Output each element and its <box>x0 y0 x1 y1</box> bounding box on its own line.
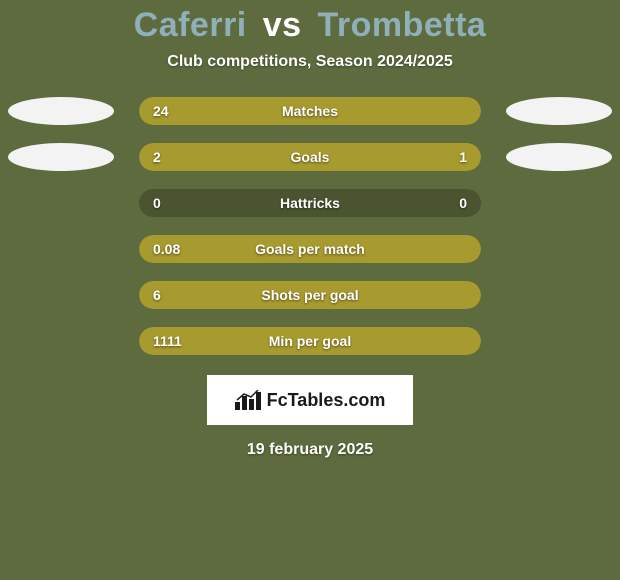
stat-value-right: 1 <box>459 143 467 171</box>
player-right-oval <box>506 143 612 171</box>
player-right-name: Trombetta <box>317 6 486 44</box>
player-left-oval <box>8 143 114 171</box>
stat-bar: 6Shots per goal <box>139 281 481 309</box>
bar-left-fill <box>139 327 481 355</box>
stat-bar: 24Matches <box>139 97 481 125</box>
stat-value-left: 1111 <box>153 327 182 355</box>
bar-left-fill <box>139 143 367 171</box>
stat-value-left: 0 <box>153 189 161 217</box>
stat-row: 1111Min per goal <box>0 327 620 355</box>
stat-label: Hattricks <box>139 189 481 217</box>
stat-row: 21Goals <box>0 143 620 171</box>
stat-value-left: 2 <box>153 143 161 171</box>
fctables-logo: FcTables.com <box>207 375 413 425</box>
stats-list: 24Matches21Goals00Hattricks0.08Goals per… <box>0 97 620 355</box>
bar-left-fill <box>139 235 481 263</box>
stat-value-left: 24 <box>153 97 169 125</box>
logo-text: FcTables.com <box>267 390 386 411</box>
chart-icon <box>235 390 261 410</box>
comparison-card: Caferri vs Trombetta Club competitions, … <box>0 0 620 580</box>
player-right-oval <box>506 97 612 125</box>
bar-left-fill <box>139 281 481 309</box>
stat-bar: 21Goals <box>139 143 481 171</box>
stat-value-left: 0.08 <box>153 235 180 263</box>
stat-bar: 1111Min per goal <box>139 327 481 355</box>
stat-value-right: 0 <box>459 189 467 217</box>
stat-row: 0 0Hattricks <box>0 189 620 217</box>
player-left-name: Caferri <box>134 6 247 44</box>
stat-row: 24Matches <box>0 97 620 125</box>
player-left-oval <box>8 97 114 125</box>
stat-bar: 0 0Hattricks <box>139 189 481 217</box>
stat-bar: 0.08Goals per match <box>139 235 481 263</box>
stat-value-left: 6 <box>153 281 161 309</box>
stat-row: 6Shots per goal <box>0 281 620 309</box>
date: 19 february 2025 <box>247 441 373 459</box>
subtitle: Club competitions, Season 2024/2025 <box>167 53 452 71</box>
title: Caferri vs Trombetta <box>134 6 487 45</box>
bar-left-fill <box>139 97 481 125</box>
stat-row: 0.08Goals per match <box>0 235 620 263</box>
title-separator: vs <box>263 6 302 44</box>
